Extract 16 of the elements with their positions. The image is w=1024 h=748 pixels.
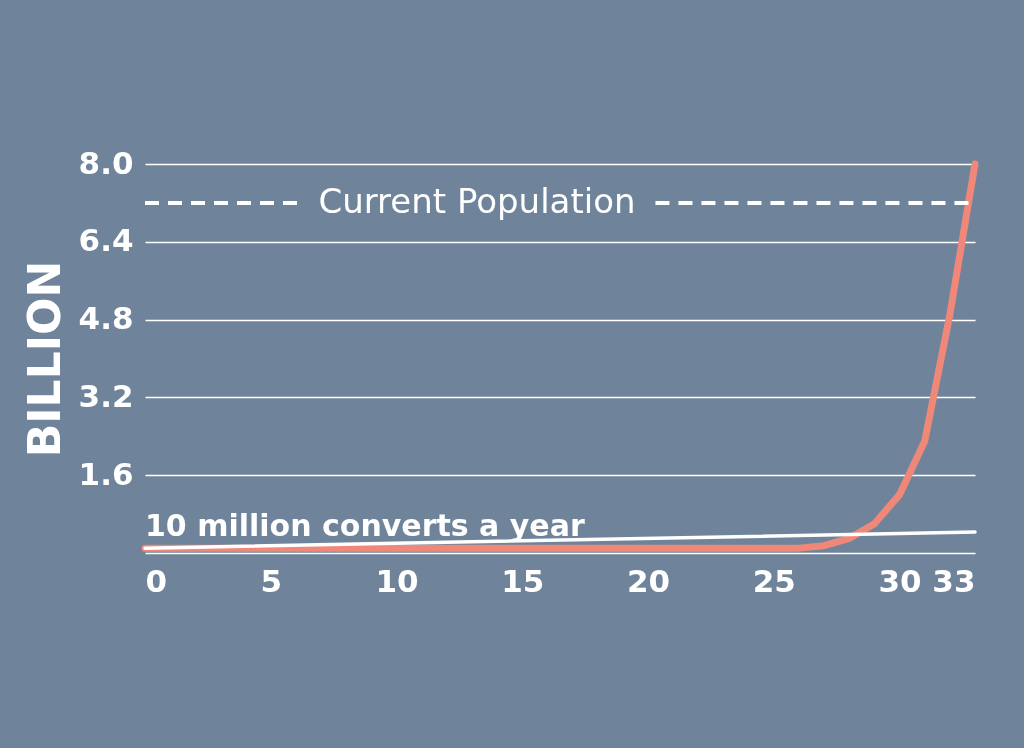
x-tick-label: 30: [878, 562, 922, 599]
x-tick-label: 10: [375, 562, 419, 599]
y-tick-label: 3.2: [78, 377, 134, 414]
x-tick-label: 20: [626, 562, 671, 599]
y-axis-title: BILLION: [18, 260, 70, 458]
x-tick-label: 25: [752, 562, 796, 599]
series-label: 10 million converts a year: [145, 508, 585, 544]
ref-line-label: Current Population: [318, 180, 636, 221]
x-tick-label: 15: [501, 562, 545, 599]
x-tick-label: 0: [145, 562, 168, 599]
x-tick-label: 5: [260, 562, 283, 599]
x-tick-label: 33: [932, 562, 976, 599]
y-tick-label: 1.6: [78, 455, 134, 492]
y-tick-label: 6.4: [78, 222, 134, 259]
y-tick-label: 8.0: [78, 144, 134, 181]
y-tick-label: 4.8: [78, 300, 134, 337]
